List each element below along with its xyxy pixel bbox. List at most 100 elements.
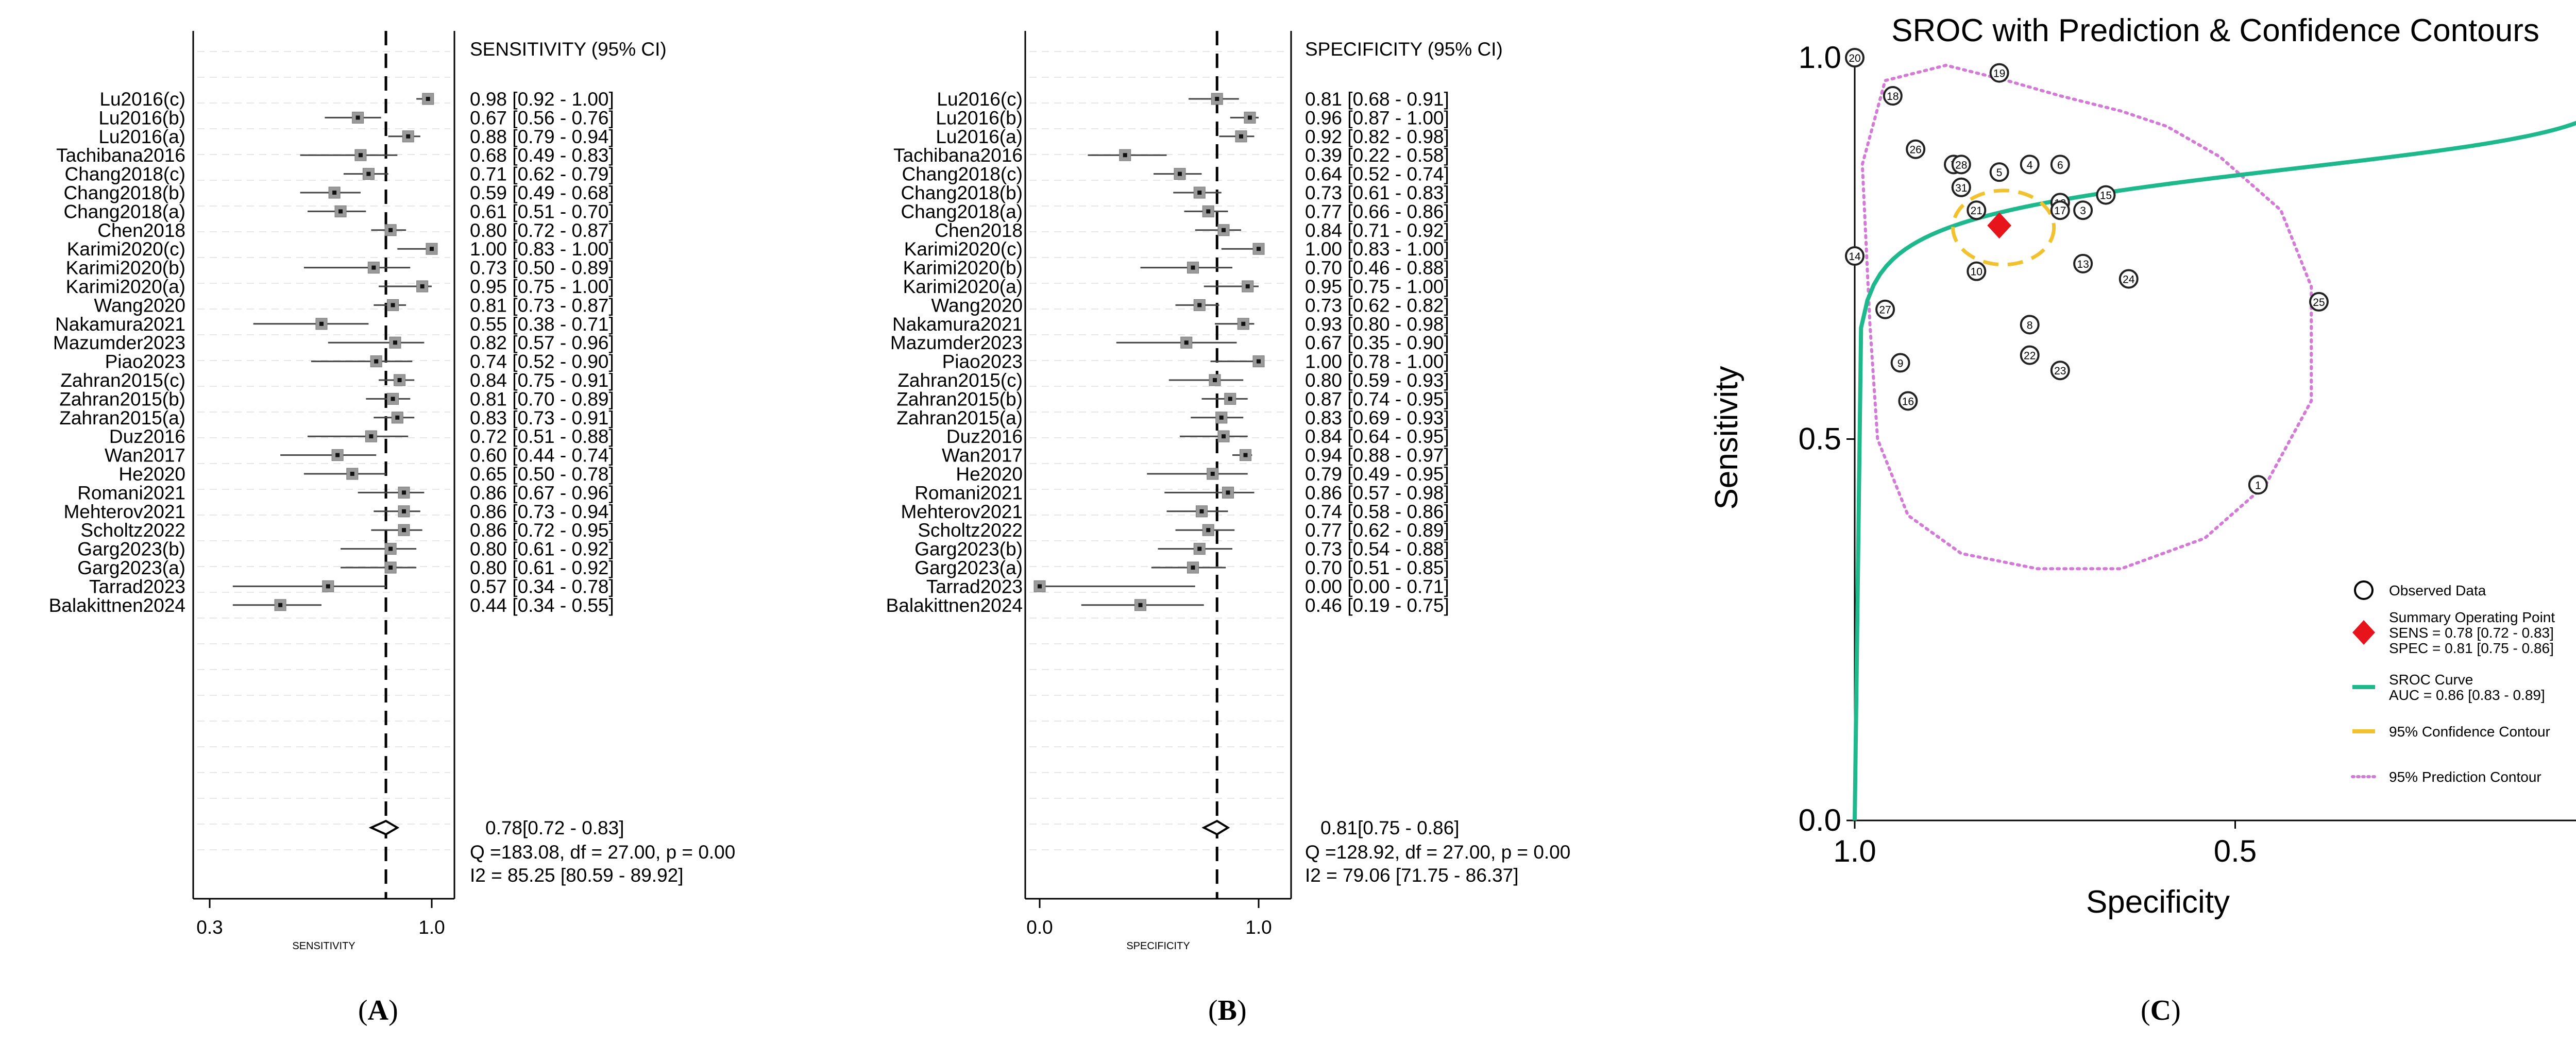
observed-data-point: 14 <box>1845 246 1865 266</box>
point-estimate-center <box>1243 453 1248 457</box>
legend: Observed Data Summary Operating PointSENS… <box>2351 580 2555 785</box>
observed-data-point: 24 <box>2119 269 2139 289</box>
study-label: Balakittnen2024 <box>886 595 1023 616</box>
study-estimate-text: 0.86 [0.72 - 0.95] <box>470 520 614 541</box>
prediction-contour <box>1860 63 2313 571</box>
y-tick-label: 0.5 <box>1799 422 1841 456</box>
observed-point-id: 9 <box>1897 357 1904 369</box>
study-estimate-text: 0.88 [0.79 - 0.94] <box>470 126 614 147</box>
study-label: Chen2018 <box>97 220 185 241</box>
observed-point-circle <box>2020 345 2040 365</box>
observed-point-id: 31 <box>1955 182 1967 194</box>
study-label: Chang2018(b) <box>63 182 185 203</box>
study-label: Lu2016(c) <box>937 89 1023 110</box>
study-label: Chang2018(b) <box>901 182 1023 203</box>
point-estimate-center <box>430 247 434 251</box>
pooled-estimate-text: 0.78[0.72 - 0.83] <box>485 817 624 838</box>
point-estimate-center <box>426 97 430 101</box>
observed-point-id: 5 <box>1996 167 2003 179</box>
study-label: Mazumder2023 <box>890 332 1023 353</box>
observed-point-circle <box>2020 315 2040 335</box>
observed-point-id: 28 <box>1955 159 1967 171</box>
study-label: Tarrad2023 <box>89 576 185 597</box>
observed-data-point: 31 <box>1951 177 1971 197</box>
study-estimate-text: 0.94 [0.88 - 0.97] <box>1305 445 1449 466</box>
study-label: Tachibana2016 <box>56 145 185 166</box>
observed-data-point: 22 <box>2020 345 2040 365</box>
legend-observed-icon <box>2354 580 2374 600</box>
observed-point-circle <box>1989 162 2009 182</box>
study-estimate-text: 0.60 [0.44 - 0.74] <box>470 445 614 466</box>
observed-point-circle <box>1951 177 1971 197</box>
observed-data-point: 8 <box>2020 315 2040 335</box>
point-estimate-center <box>420 284 425 288</box>
observed-point-id: 4 <box>2027 159 2033 171</box>
legend-text: 95% Confidence Contour <box>2389 724 2550 740</box>
study-estimate-text: 0.55 [0.38 - 0.71] <box>470 314 614 335</box>
point-estimate-center <box>374 359 379 364</box>
forest-title: SENSITIVITY (95% CI) <box>470 39 667 60</box>
study-estimate-text: 0.93 [0.80 - 0.98] <box>1305 314 1449 335</box>
point-estimate-center <box>1197 546 1202 551</box>
study-estimate-text: 0.80 [0.61 - 0.92] <box>470 557 614 578</box>
study-estimate-text: 0.57 [0.34 - 0.78] <box>470 576 614 597</box>
study-estimate-text: 0.92 [0.82 - 0.98] <box>1305 126 1449 147</box>
point-estimate-center <box>278 603 283 607</box>
panel-label-c: (C) <box>2141 995 2181 1026</box>
study-label: Garg2023(a) <box>77 557 185 578</box>
observed-point-circle <box>2020 155 2040 175</box>
observed-point-id: 6 <box>2057 159 2063 171</box>
observed-point-id: 22 <box>2024 350 2036 362</box>
point-estimate-center <box>338 209 343 214</box>
point-estimate-center <box>1248 115 1252 120</box>
point-estimate-center <box>1257 359 1261 364</box>
study-estimate-text: 0.80 [0.61 - 0.92] <box>470 539 614 560</box>
study-estimate-text: 0.71 [0.62 - 0.79] <box>470 164 614 185</box>
x-axis-label: Specificity <box>2086 884 2230 920</box>
study-estimate-text: 0.77 [0.66 - 0.86] <box>1305 201 1449 222</box>
observed-point-circle <box>1989 63 2009 83</box>
study-label: Nakamura2021 <box>55 314 185 335</box>
point-estimate-center <box>1245 284 1250 288</box>
observed-point-id: 18 <box>1887 91 1899 102</box>
point-estimate-center <box>397 378 402 382</box>
observed-point-circle <box>1883 86 1903 106</box>
panel-label-a: (A) <box>358 995 398 1026</box>
point-estimate-center <box>1123 153 1127 158</box>
point-estimate-center <box>350 472 354 476</box>
study-estimate-text: 0.96 [0.87 - 1.00] <box>1305 107 1449 128</box>
legend-summary-icon <box>2352 620 2375 645</box>
point-estimate-center <box>366 172 371 176</box>
study-label: Chang2018(c) <box>902 164 1023 185</box>
sroc-title: SROC with Prediction & Confidence Contou… <box>1891 13 2539 48</box>
observed-point-circle <box>1845 246 1865 266</box>
point-estimate-center <box>1226 490 1230 495</box>
point-estimate-center <box>371 265 376 270</box>
study-estimate-text: 0.77 [0.62 - 0.89] <box>1305 520 1449 541</box>
study-estimate-text: 0.80 [0.72 - 0.87] <box>470 220 614 241</box>
x-axis-label: SENSITIVITY <box>292 940 355 952</box>
observed-data-point: 27 <box>1875 299 1895 319</box>
observed-data-point: 23 <box>2050 361 2070 381</box>
study-label: Garg2023(b) <box>914 539 1023 560</box>
study-estimate-text: 0.80 [0.59 - 0.93] <box>1305 370 1449 391</box>
observed-point-circle <box>1951 155 1971 175</box>
study-estimate-text: 0.81 [0.73 - 0.87] <box>470 295 614 316</box>
observed-point-id: 19 <box>1993 68 2005 80</box>
observed-data-point: 26 <box>1906 139 1926 159</box>
point-estimate-center <box>1210 472 1215 476</box>
observed-data-point: 16 <box>1898 391 1918 411</box>
study-label: Scholtz2022 <box>918 520 1023 541</box>
point-estimate-center <box>326 584 330 589</box>
study-label: Chang2018(a) <box>901 201 1023 222</box>
point-estimate-center <box>1138 603 1143 607</box>
confidence-contour <box>1951 189 2056 267</box>
observed-point-circle <box>2050 155 2070 175</box>
observed-point-id: 1 <box>2255 479 2261 491</box>
study-label: Chang2018(a) <box>63 201 185 222</box>
observed-point-circle <box>2050 200 2070 220</box>
point-estimate-center <box>393 340 397 345</box>
observed-data-point: 20 <box>1845 48 1865 67</box>
study-estimate-text: 0.61 [0.51 - 0.70] <box>470 201 614 222</box>
point-estimate-center <box>355 115 360 120</box>
